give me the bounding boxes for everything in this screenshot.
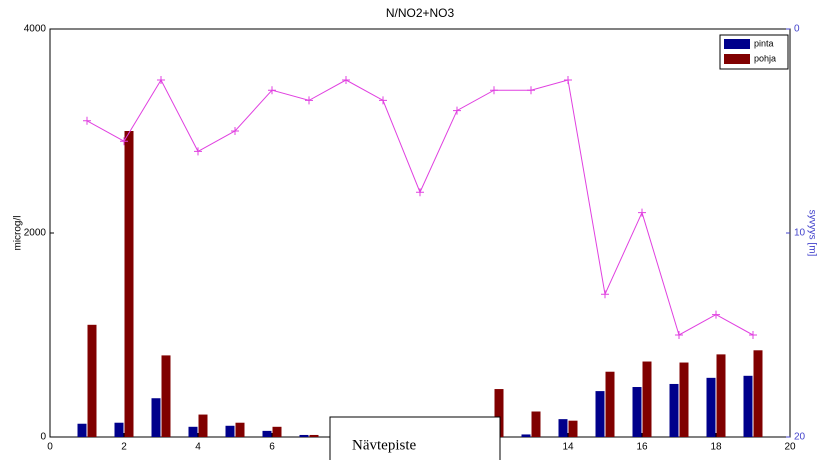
marker — [379, 96, 387, 105]
bar — [531, 411, 541, 437]
bar — [521, 434, 531, 437]
bar — [669, 383, 679, 437]
marker — [83, 116, 91, 125]
bar — [151, 398, 161, 437]
bar — [706, 377, 716, 437]
bar — [188, 426, 198, 437]
marker — [490, 86, 498, 95]
bar — [77, 423, 87, 437]
bar — [225, 425, 235, 437]
bar — [124, 131, 134, 437]
marker — [749, 331, 757, 339]
annotation: Nävtepiste — [352, 437, 416, 453]
plot-area — [49, 28, 791, 438]
y2-tick-label: 0 — [794, 24, 800, 35]
x-tick-label: 6 — [269, 442, 275, 453]
marker — [453, 106, 461, 115]
marker — [342, 76, 350, 84]
x-tick-label: 16 — [636, 442, 648, 453]
marker — [305, 96, 313, 105]
x-tick-label: 14 — [562, 442, 574, 453]
y-axis-label: microg/l — [13, 215, 24, 250]
bar — [262, 430, 272, 437]
bar — [716, 354, 726, 437]
bar — [309, 434, 319, 437]
y-tick-label: 0 — [40, 432, 46, 443]
legend-label: pinta — [754, 38, 774, 48]
legend-swatch — [724, 39, 750, 49]
marker — [712, 310, 720, 319]
marker — [416, 188, 424, 197]
legend-label: pohja — [754, 53, 776, 63]
bar — [642, 361, 652, 437]
marker — [638, 208, 646, 217]
marker — [194, 147, 202, 156]
y-tick-label: 4000 — [24, 24, 47, 35]
bar — [272, 426, 282, 437]
x-tick-label: 20 — [784, 442, 796, 453]
bar — [595, 391, 605, 437]
annotation-box — [329, 416, 501, 460]
legend-swatch — [724, 54, 750, 64]
bar — [753, 350, 763, 437]
x-tick-label: 2 — [121, 442, 127, 453]
chart-title: N/NO2+NO3 — [386, 6, 455, 20]
y2-tick-label: 20 — [794, 432, 806, 443]
marker — [601, 290, 609, 299]
marker — [527, 86, 535, 95]
bar — [299, 434, 309, 437]
marker — [268, 86, 276, 95]
marker — [564, 76, 572, 84]
bar — [198, 414, 208, 437]
bar — [87, 324, 97, 437]
bar — [679, 362, 689, 437]
bar — [568, 420, 578, 437]
bar — [114, 422, 124, 437]
y-tick-label: 2000 — [24, 228, 47, 239]
bar — [743, 375, 753, 437]
x-tick-label: 4 — [195, 442, 201, 453]
bar — [494, 389, 504, 437]
marker — [157, 76, 165, 84]
y2-tick-label: 10 — [794, 228, 806, 239]
bar — [632, 387, 642, 437]
bar — [605, 371, 615, 437]
marker — [675, 331, 683, 339]
x-tick-label: 0 — [47, 442, 53, 453]
y2-axis-label: syvyys [m] — [806, 210, 817, 257]
bar — [558, 419, 568, 437]
x-tick-label: 18 — [710, 442, 722, 453]
bar — [235, 422, 245, 437]
marker — [120, 137, 128, 146]
bar — [161, 355, 171, 437]
marker — [231, 127, 239, 135]
